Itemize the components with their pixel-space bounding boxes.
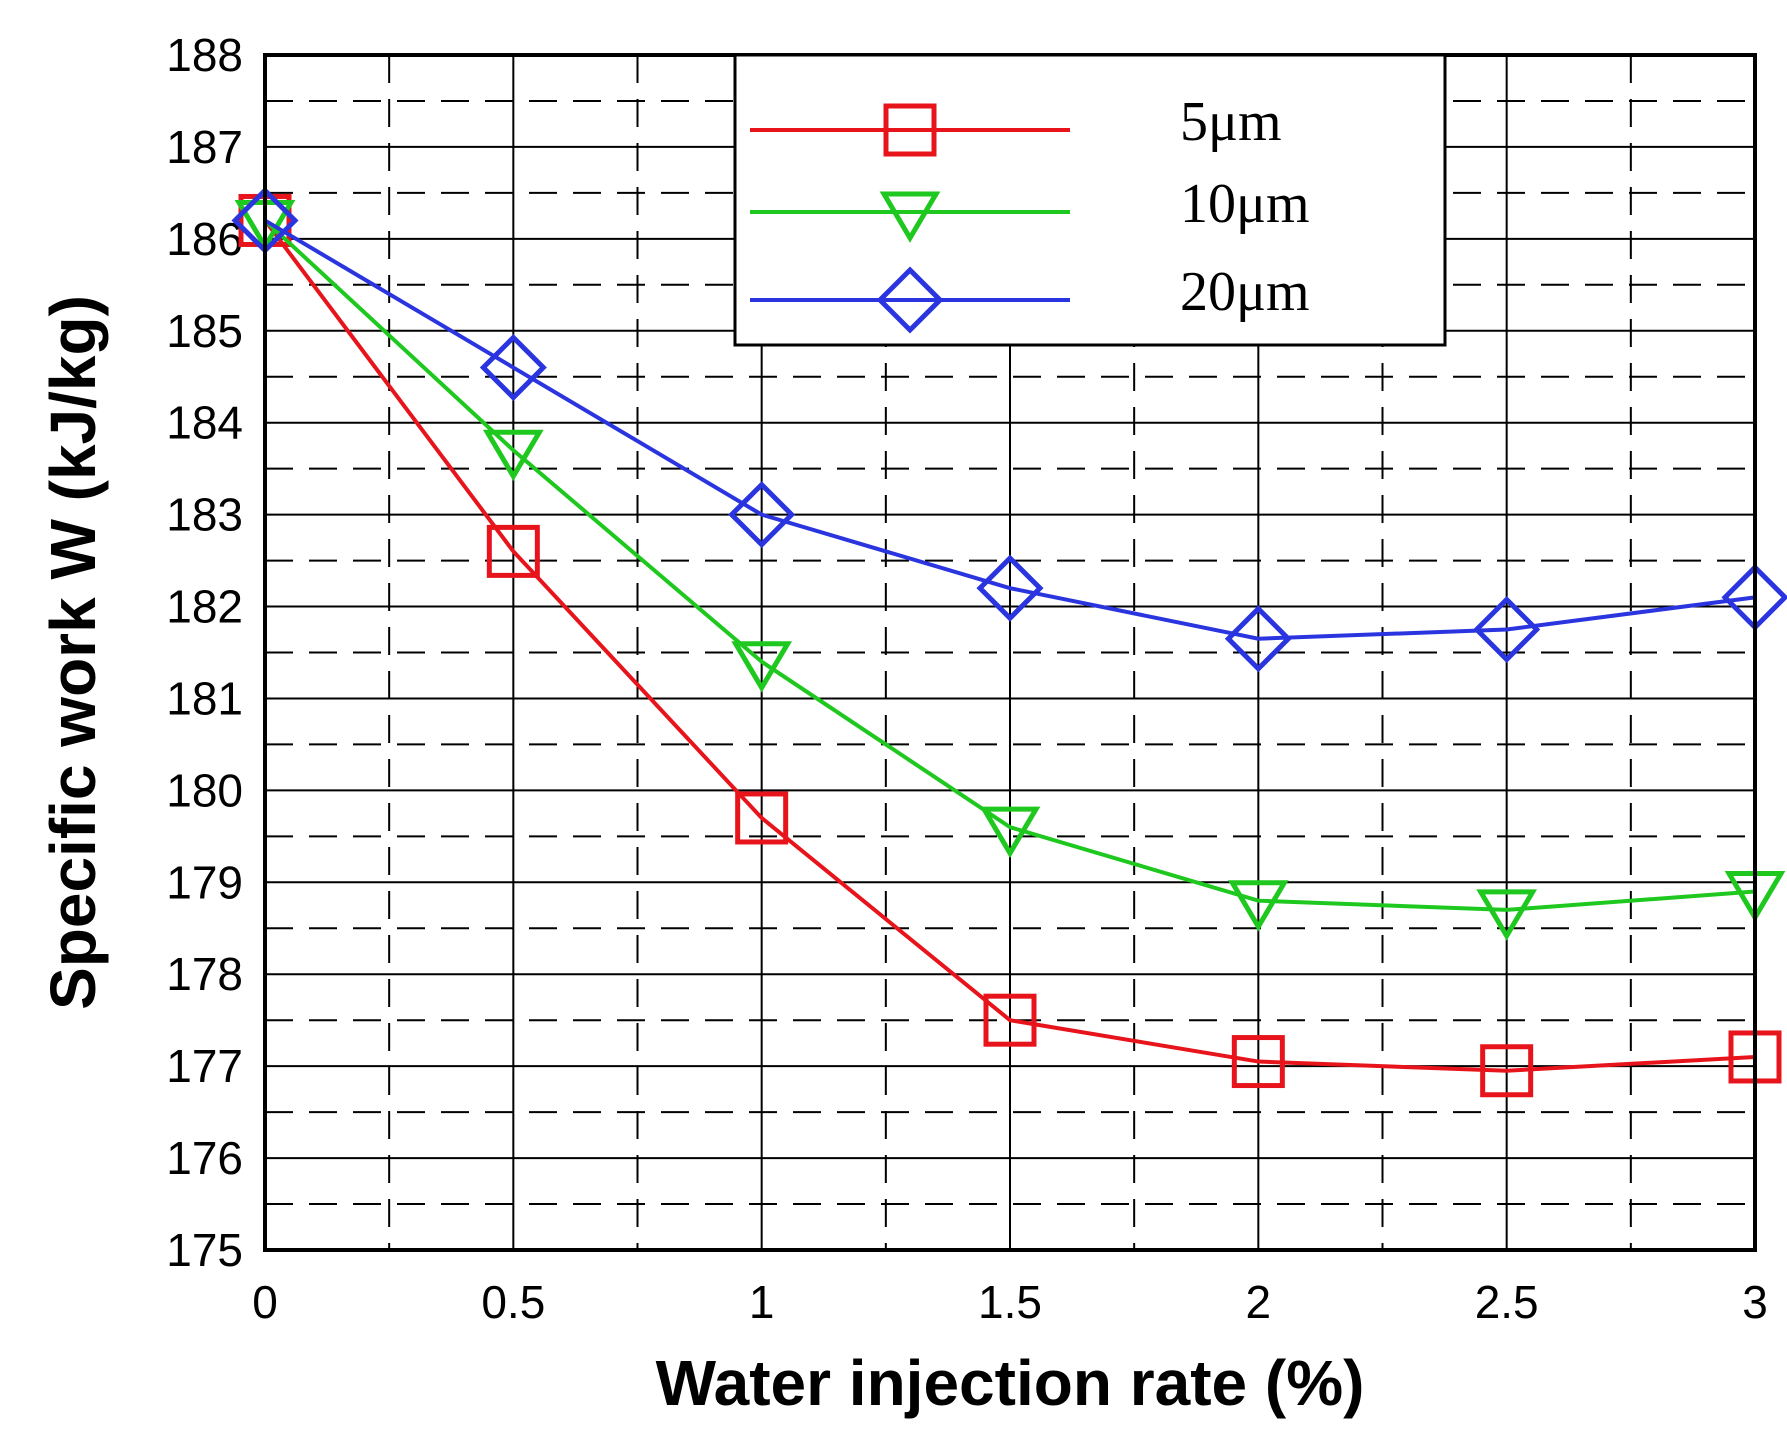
x-tick-label: 2.5 bbox=[1475, 1276, 1539, 1328]
y-tick-label: 186 bbox=[166, 213, 243, 265]
x-tick-label: 0 bbox=[252, 1276, 278, 1328]
series-line bbox=[263, 218, 1756, 641]
data-point-triangle-down bbox=[482, 429, 544, 482]
x-tick-label: 3 bbox=[1742, 1276, 1768, 1328]
data-point-diamond bbox=[1473, 595, 1541, 664]
legend: 5μm 10μm 20μm bbox=[733, 53, 1447, 347]
data-point-diamond bbox=[1224, 605, 1292, 673]
y-tick-label: 179 bbox=[166, 856, 243, 908]
data-point-diamond bbox=[976, 554, 1044, 622]
data-point-triangle-down bbox=[731, 641, 793, 693]
series-line bbox=[263, 218, 1756, 912]
legend-label: 5μm bbox=[1180, 91, 1282, 153]
legend-marker-diamond bbox=[876, 266, 944, 334]
y-tick-label: 181 bbox=[166, 672, 243, 724]
x-tick-label: 1 bbox=[749, 1276, 775, 1328]
legend-box bbox=[733, 53, 1447, 347]
x-axis-title: Water injection rate (%) bbox=[656, 1347, 1365, 1419]
data-point-square bbox=[486, 524, 540, 578]
y-axis-title: Specific work W (kJ/kg) bbox=[37, 295, 109, 1010]
data-point-triangle-down bbox=[1476, 889, 1538, 941]
data-point-triangle-down bbox=[979, 806, 1041, 859]
y-tick-label: 178 bbox=[166, 948, 243, 1000]
y-tick-label: 187 bbox=[166, 121, 243, 173]
y-tick-label: 184 bbox=[166, 397, 243, 449]
data-point-square bbox=[1231, 1035, 1285, 1089]
y-tick-label: 188 bbox=[166, 29, 243, 81]
data-point-diamond bbox=[728, 481, 796, 549]
data-point-square bbox=[983, 993, 1037, 1047]
series-line bbox=[263, 219, 1756, 1073]
x-tick-label: 0.5 bbox=[481, 1276, 545, 1328]
y-tick-label: 183 bbox=[166, 489, 243, 541]
legend-marker-triangle-down bbox=[879, 191, 941, 243]
y-tick-label: 177 bbox=[166, 1040, 243, 1092]
data-point-diamond bbox=[479, 334, 547, 402]
data-point-square bbox=[735, 791, 789, 845]
data-point-triangle-down bbox=[1227, 880, 1289, 932]
y-tick-label: 175 bbox=[166, 1224, 243, 1276]
x-tick-label: 1.5 bbox=[978, 1276, 1042, 1328]
series-diamond bbox=[231, 186, 1787, 673]
y-tick-label: 185 bbox=[166, 305, 243, 357]
series-layer bbox=[231, 186, 1787, 1098]
y-tick-label: 176 bbox=[166, 1132, 243, 1184]
legend-label: 10μm bbox=[1180, 173, 1310, 235]
data-point-square bbox=[1480, 1044, 1534, 1098]
y-tick-label: 182 bbox=[166, 581, 243, 633]
axis-ticks: 175 176 177 178 179 180 181 182 183 184 185 186 187 1… bbox=[166, 29, 1768, 1328]
legend-marker-square bbox=[883, 103, 937, 157]
y-tick-label: 180 bbox=[166, 764, 243, 816]
x-tick-label: 2 bbox=[1246, 1276, 1272, 1328]
legend-label: 20μm bbox=[1180, 261, 1310, 323]
